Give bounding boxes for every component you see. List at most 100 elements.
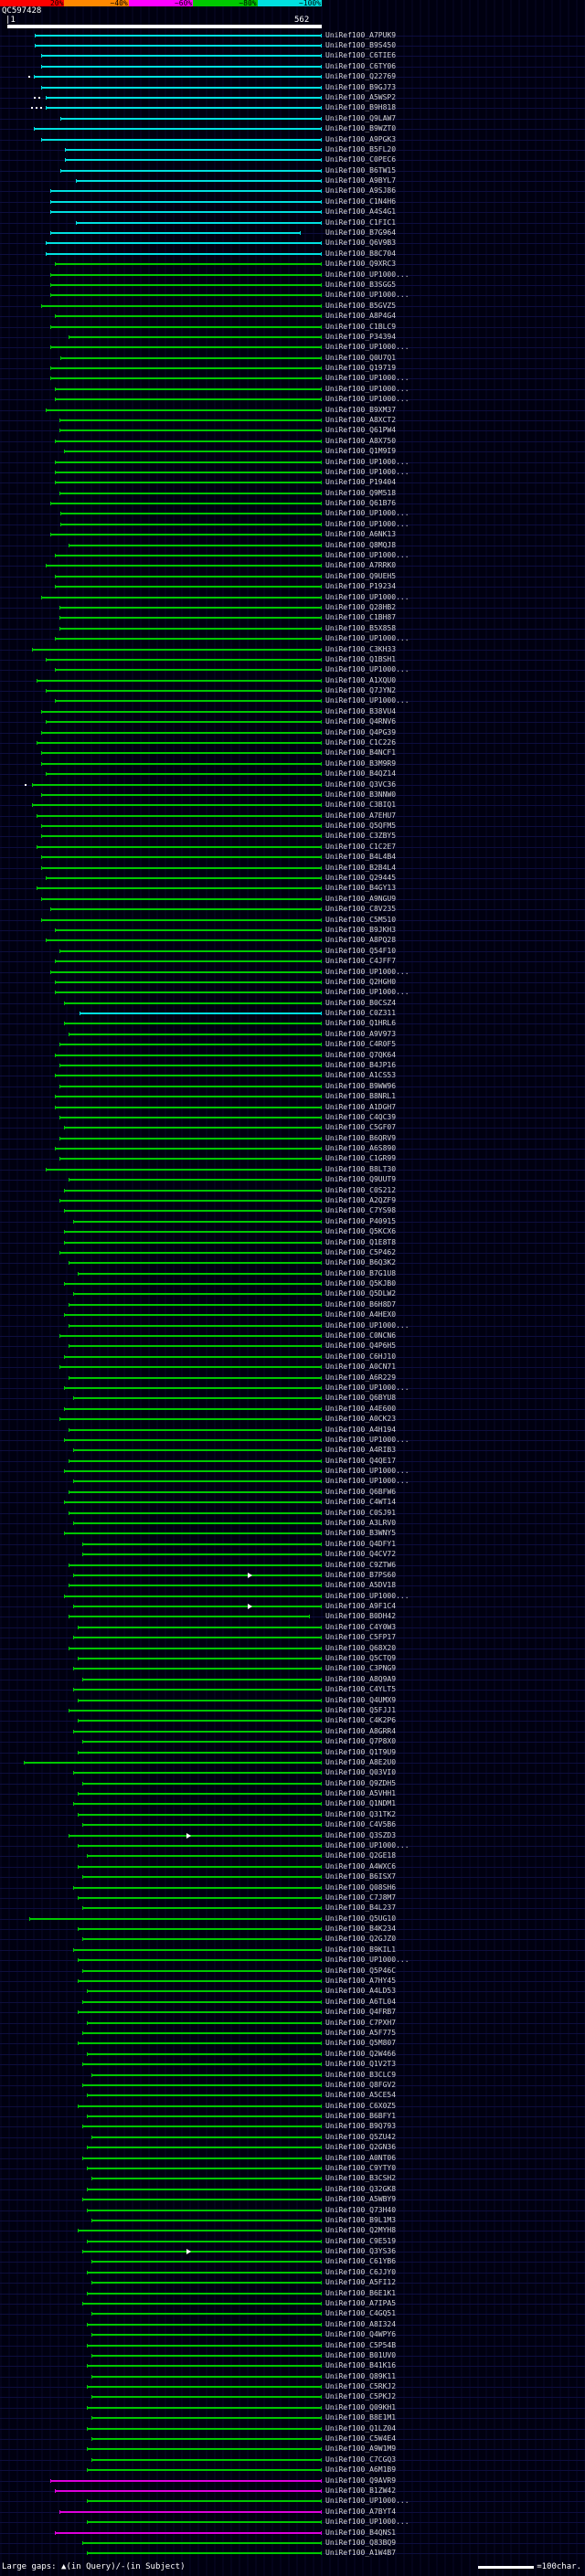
hit-label[interactable]: UniRef100_A5CE54 [325, 2091, 397, 2100]
hit-label[interactable]: UniRef100_B5GVZ5 [325, 301, 397, 310]
hit-bar[interactable] [46, 241, 322, 246]
hit-bar[interactable] [63, 1469, 323, 1474]
hit-bar[interactable] [90, 2135, 323, 2139]
hit-label[interactable]: UniRef100_C4QC39 [325, 1112, 397, 1121]
hit-bar[interactable] [63, 1313, 323, 1318]
hit-label[interactable]: UniRef100_Q68X20 [325, 1643, 397, 1652]
hit-label[interactable]: UniRef100_P34394 [325, 332, 397, 341]
hit-bar[interactable] [41, 64, 322, 69]
hit-bar[interactable] [59, 1417, 322, 1422]
hit-bar[interactable] [78, 1698, 322, 1702]
hit-bar[interactable] [46, 564, 322, 568]
hit-label[interactable]: UniRef100_C1BLC9 [325, 322, 397, 331]
hit-label[interactable]: UniRef100_Q5KCX6 [325, 1227, 397, 1236]
hit-label[interactable]: UniRef100_UP1000... [325, 634, 410, 643]
hit-bar[interactable] [59, 1334, 322, 1339]
hit-bar[interactable] [50, 502, 322, 506]
hit-bar[interactable] [59, 2509, 322, 2514]
hit-bar[interactable] [82, 1542, 322, 1546]
hit-label[interactable]: UniRef100_B41K16 [325, 2361, 397, 2370]
hit-bar[interactable] [31, 647, 323, 652]
hit-label[interactable]: UniRef100_A7RRK0 [325, 561, 397, 570]
hit-label[interactable]: UniRef100_UP1000... [325, 291, 410, 300]
hit-label[interactable]: UniRef100_B4L237 [325, 1903, 397, 1913]
hit-label[interactable]: UniRef100_C6X0Z5 [325, 2101, 397, 2110]
hit-bar[interactable] [90, 2437, 323, 2442]
hit-label[interactable]: UniRef100_C4WT14 [325, 1498, 397, 1507]
hit-bar[interactable] [68, 1458, 323, 1463]
hit-bar[interactable] [82, 2250, 322, 2254]
hit-bar[interactable] [68, 1708, 323, 1712]
hit-label[interactable]: UniRef100_Q61PW4 [325, 426, 397, 435]
hit-label[interactable]: UniRef100_B0DH42 [325, 1612, 397, 1621]
hit-bar[interactable] [78, 1927, 322, 1932]
hit-label[interactable]: UniRef100_UP1000... [325, 1956, 410, 1965]
hit-bar[interactable] [90, 2374, 323, 2379]
hit-label[interactable]: UniRef100_B9GJ73 [325, 82, 397, 91]
hit-label[interactable]: UniRef100_B7G1U8 [325, 1268, 397, 1277]
hit-bar[interactable] [55, 2530, 322, 2535]
hit-label[interactable]: UniRef100_UP1000... [325, 467, 410, 476]
hit-label[interactable]: UniRef100_Q9ZDH5 [325, 1778, 397, 1787]
hit-label[interactable]: UniRef100_Q22769 [325, 72, 397, 81]
hit-bar[interactable] [78, 2010, 322, 2015]
hit-bar[interactable] [46, 876, 322, 881]
hit-bar[interactable] [68, 1646, 323, 1650]
hit-bar[interactable] [87, 2208, 322, 2212]
hit-bar[interactable] [63, 1282, 323, 1287]
hit-label[interactable]: UniRef100_B6BFY1 [325, 2112, 397, 2121]
hit-bar[interactable] [78, 2041, 322, 2046]
hit-label[interactable]: UniRef100_C1N4H6 [325, 196, 397, 206]
hit-label[interactable]: UniRef100_C8V235 [325, 905, 397, 914]
hit-bar[interactable] [87, 2364, 322, 2369]
hit-label[interactable]: UniRef100_B01UV0 [325, 2350, 397, 2359]
hit-bar[interactable] [63, 1406, 323, 1411]
hit-label[interactable]: UniRef100_B8E1M1 [325, 2413, 397, 2422]
hit-bar[interactable] [63, 1188, 323, 1193]
hit-label[interactable]: UniRef100_Q9XRC3 [325, 260, 397, 269]
hit-label[interactable]: UniRef100_A8GRR4 [325, 1726, 397, 1735]
hit-bar[interactable] [63, 1209, 323, 1214]
hit-label[interactable]: UniRef100_C6JJY0 [325, 2267, 397, 2276]
hit-label[interactable]: UniRef100_A7BYT4 [325, 2507, 397, 2516]
hit-label[interactable]: UniRef100_C6TY06 [325, 61, 397, 70]
hit-bar[interactable] [60, 522, 322, 526]
hit-bar[interactable] [68, 1511, 323, 1515]
hit-bar[interactable] [59, 949, 322, 953]
hit-label[interactable]: UniRef100_Q2MYH8 [325, 2226, 397, 2235]
hit-bar[interactable] [60, 355, 322, 360]
hit-bar[interactable] [65, 147, 322, 152]
hit-bar[interactable] [87, 2051, 322, 2056]
hit-label[interactable]: UniRef100_A4H194 [325, 1425, 397, 1434]
hit-label[interactable]: UniRef100_B6Q3K2 [325, 1258, 397, 1267]
hit-bar[interactable] [59, 1157, 322, 1161]
hit-label[interactable]: UniRef100_C6TIE6 [325, 51, 397, 60]
hit-bar[interactable] [55, 574, 322, 578]
hit-bar[interactable] [87, 1854, 322, 1859]
hit-label[interactable]: UniRef100_C7CGQ3 [325, 2454, 397, 2464]
hit-label[interactable]: UniRef100_Q4DFY1 [325, 1539, 397, 1548]
hit-bar[interactable] [63, 1385, 323, 1390]
hit-bar[interactable] [59, 626, 322, 631]
hit-bar[interactable] [50, 376, 322, 381]
hit-bar[interactable] [82, 2302, 322, 2306]
hit-bar[interactable] [59, 605, 322, 610]
hit-bar[interactable] [46, 689, 322, 694]
hit-bar[interactable] [40, 865, 323, 870]
hit-bar[interactable] [63, 1354, 323, 1359]
hit-label[interactable]: UniRef100_Q3YS36 [325, 2247, 397, 2256]
hit-label[interactable]: UniRef100_Q9UEH5 [325, 571, 397, 580]
hit-label[interactable]: UniRef100_Q8FGV2 [325, 2080, 397, 2089]
hit-bar[interactable] [40, 792, 323, 797]
hit-label[interactable]: UniRef100_C0Z311 [325, 1009, 397, 1018]
hit-label[interactable]: UniRef100_A8I324 [325, 2319, 397, 2328]
hit-label[interactable]: UniRef100_Q32GK8 [325, 2184, 397, 2193]
hit-label[interactable]: UniRef100_A9NGU9 [325, 894, 397, 903]
hit-label[interactable]: UniRef100_Q1HRL6 [325, 1019, 397, 1028]
hit-bar[interactable] [40, 303, 323, 308]
hit-bar[interactable] [87, 2447, 322, 2452]
hit-bar[interactable] [28, 1916, 323, 1921]
hit-bar[interactable] [50, 345, 322, 350]
hit-label[interactable]: UniRef100_A4E600 [325, 1404, 397, 1413]
hit-bar[interactable] [63, 1532, 323, 1536]
